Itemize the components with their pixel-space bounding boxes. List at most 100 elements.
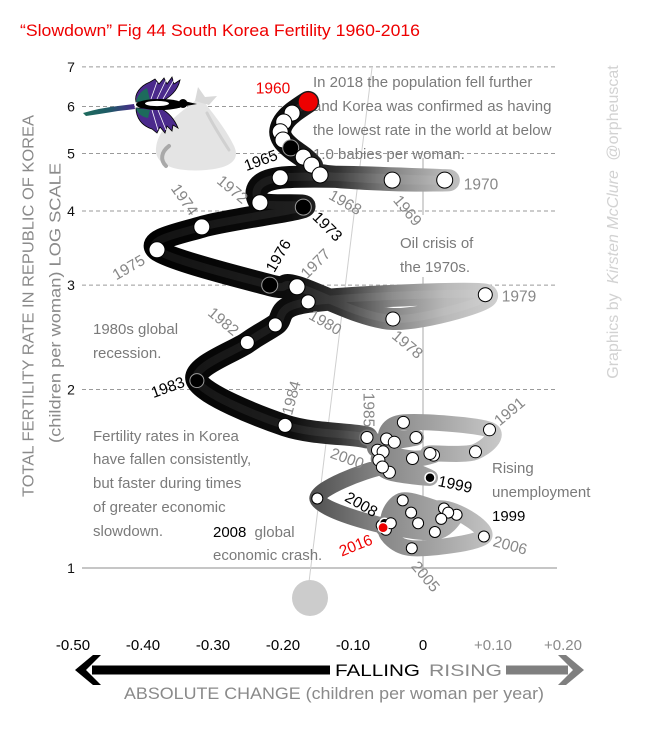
annotation-line: of greater economic	[93, 499, 226, 516]
year-label-2005: 2005	[407, 558, 442, 595]
x-tick-label-5: 0	[419, 637, 427, 654]
annotation-line: but faster during times	[93, 475, 241, 492]
chart-title: “Slowdown” Fig 44 South Korea Fertility …	[20, 21, 420, 40]
data-point-2016	[377, 521, 389, 534]
y-axis-title: TOTAL FERTILITY RATE IN REPUBLIC OF KORE…	[21, 115, 38, 497]
data-point-1976	[261, 276, 279, 294]
annotation-line: 1980s global	[93, 321, 178, 338]
data-point-1990	[469, 445, 482, 459]
data-point-1978	[385, 311, 401, 327]
annotation-emphasis: 2008	[213, 524, 246, 541]
falling-arrow	[75, 655, 330, 685]
x-tick-label-2: -0.30	[196, 637, 230, 654]
annotation-line: 2008 global	[213, 524, 295, 541]
annotation-oil-crisis: Oil crisis of the 1970s.	[400, 235, 474, 276]
year-label-1960: 1960	[256, 81, 291, 98]
data-point-2006	[477, 530, 490, 543]
data-point-1987	[406, 452, 419, 465]
y-tick-label-6: 6	[67, 99, 75, 115]
falling-arrow-shaft	[92, 665, 330, 675]
annotation-line: In 2018 the population fell further	[313, 74, 532, 91]
year-label-1979: 1979	[502, 289, 536, 306]
annotation-line: and Korea was confirmed as having	[313, 98, 551, 115]
annotation-line: the 1970s.	[400, 259, 470, 276]
year-label-1983: 1983	[149, 374, 187, 402]
y-tick-label-2: 2	[67, 381, 75, 397]
data-point-2014	[435, 512, 448, 525]
data-point-1973	[294, 198, 312, 216]
rising-arrow	[506, 655, 584, 685]
annotation-line: Rising	[492, 460, 534, 477]
x-tick-label-1: -0.40	[126, 637, 160, 654]
year-label-1999: 1999	[436, 473, 473, 497]
annotation-1980s-recession: 1980s global recession.	[93, 321, 178, 362]
year-label-1984: 1984	[279, 379, 304, 417]
data-point-2003	[412, 517, 425, 530]
year-label-2016: 2016	[337, 532, 375, 561]
data-point-1969	[383, 171, 401, 189]
data-point-1977	[288, 278, 306, 296]
annotation-line: the lowest rate in the world at below	[313, 122, 552, 139]
data-points	[148, 92, 496, 555]
data-point-1974	[193, 218, 211, 236]
year-label-1977: 1977	[298, 246, 334, 282]
annotation-line: economic crash.	[213, 547, 322, 564]
credit-author: Kirsten McClure	[605, 170, 622, 284]
y-tick-label-5: 5	[67, 146, 75, 162]
y-axis-subtitle: (children per woman) LOG SCALE	[48, 163, 65, 443]
year-label-1973: 1973	[309, 209, 345, 245]
y-tick-label-3: 3	[67, 277, 75, 293]
credit-watermark: Graphics by Kirsten McClure @orpheuscat	[605, 65, 622, 379]
data-point-1968	[311, 166, 329, 184]
data-point-1979	[477, 287, 493, 303]
annotation-line: Oil crisis of	[400, 235, 474, 252]
credit-prefix: Graphics by	[605, 293, 622, 378]
data-point-1994	[409, 431, 423, 444]
x-tick-label-6: +0.10	[474, 637, 512, 654]
arrow-right-icon	[558, 655, 584, 685]
annotation-line: slowdown.	[93, 523, 163, 540]
x-axis-title: ABSOLUTE CHANGE (children per woman per …	[124, 684, 544, 703]
year-label-1991: 1991	[491, 394, 528, 429]
annotation-emphasis: 1999	[492, 508, 525, 525]
year-label-1974: 1974	[167, 181, 201, 219]
y-tick-label-7: 7	[67, 59, 75, 75]
x-tick-label-3: -0.20	[266, 637, 300, 654]
data-point-2015	[405, 506, 418, 519]
annotation-backdrop-oil	[397, 215, 485, 277]
x-tick-label-0: -0.50	[56, 637, 90, 654]
rising-label: RISING	[429, 661, 502, 680]
annotation-2018-population: In 2018 the population fell further and …	[313, 74, 552, 163]
year-label-1972: 1972	[213, 172, 250, 207]
data-point-1971	[271, 169, 289, 187]
y-tick-label-1: 1	[67, 560, 75, 576]
annotation-summary: Fertility rates in Korea have fallen con…	[93, 428, 251, 540]
year-label-1968: 1968	[326, 187, 364, 219]
annotation-1999-unemployment: Rising unemployment 1999	[492, 460, 591, 525]
sack-illustration	[155, 87, 236, 171]
annotation-line: recession.	[93, 345, 161, 362]
pendulum-ball	[292, 580, 328, 616]
year-label-2006: 2006	[491, 533, 529, 558]
data-point-1984	[277, 417, 293, 433]
data-point-1995	[387, 435, 401, 449]
data-point-1960	[298, 92, 318, 112]
data-point-1965	[282, 139, 300, 157]
year-label-1970: 1970	[464, 177, 499, 194]
data-point-1980	[300, 294, 316, 310]
data-point-1985	[360, 431, 374, 444]
data-point-1991	[483, 423, 496, 437]
year-label-1976: 1976	[263, 237, 295, 275]
x-tick-label-4: -0.10	[336, 637, 370, 654]
year-label-2000: 2000	[328, 445, 367, 473]
data-point-1982	[239, 335, 255, 350]
data-point-1981	[267, 317, 283, 333]
annotation-line: 1.0 babies per woman.	[313, 146, 465, 163]
data-point-2000	[375, 460, 389, 474]
data-point-1970	[436, 171, 454, 189]
x-tick-label-7: +0.20	[544, 637, 582, 654]
data-point-1999	[424, 471, 436, 484]
credit-handle: @orpheuscat	[605, 65, 622, 161]
data-point-1983	[189, 373, 205, 389]
